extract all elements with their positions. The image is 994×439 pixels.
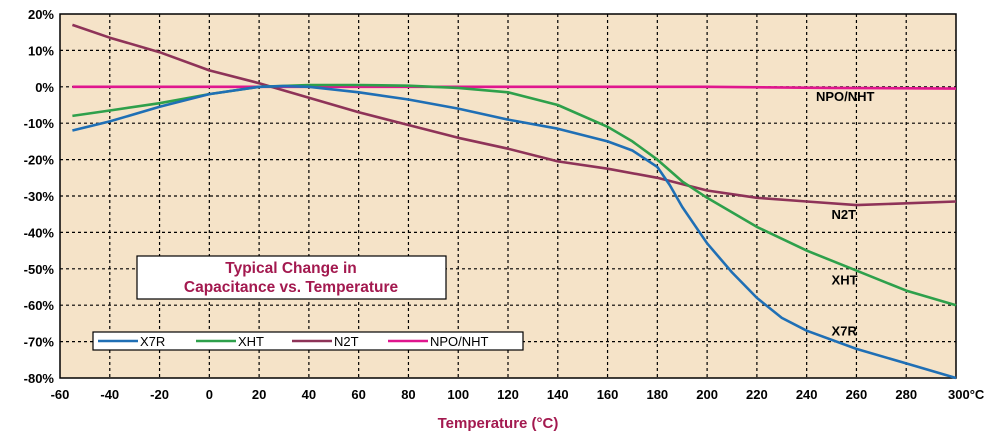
series-lines [71,23,957,380]
y-tick-label: 10% [28,43,54,58]
y-tick-label: -20% [24,153,55,168]
x-tick-label: 220 [746,387,768,402]
title-box [136,255,447,300]
x-tick-label: 240 [796,387,818,402]
y-tick-label: -30% [24,189,55,204]
x-tick-label: 200 [696,387,718,402]
x-tick-label: 120 [497,387,519,402]
legend-label: XHT [238,334,264,349]
x-tick-label: 180 [646,387,668,402]
series-annotation: XHT [832,273,858,288]
x-tick-label: -40 [100,387,119,402]
y-tick-label: 20% [28,7,54,22]
x-tick-label: 0 [206,387,213,402]
series-annotation: X7R [832,324,858,339]
x-tick-label: 40 [302,387,316,402]
x-tick-label: 300°C [948,387,985,402]
x-tick-label: 60 [351,387,365,402]
chart-title-line-2: Capacitance vs. Temperature [184,279,399,296]
x-tick-label: 160 [597,387,619,402]
series-annotation: NPO/NHT [816,89,875,104]
y-tick-label: -50% [24,262,55,277]
series-line-npo-nht [72,85,957,90]
x-tick-label: 140 [547,387,569,402]
series-annotation: N2T [832,207,857,222]
x-tick-label: 20 [252,387,266,402]
y-tick-label: -40% [24,225,55,240]
y-axis-ticks: 20% 10% 0% -10% -20% -30% -40% -50% -60% -70% -80% [24,7,55,386]
series-line-x7r [72,84,957,380]
x-tick-label: -60 [51,387,70,402]
legend: X7R XHT N2T NPO/NHT [92,331,524,351]
legend-label: N2T [334,334,359,349]
plot-border [59,13,957,379]
x-tick-label: 260 [846,387,868,402]
legend-label: X7R [140,334,165,349]
y-tick-label: -10% [24,116,55,131]
legend-label: NPO/NHT [430,334,489,349]
series-annotations: NPO/NHT N2T XHT X7R [816,89,875,339]
x-axis-label: Temperature (°C) [438,415,559,432]
chart-title-box: Typical Change in Capacitance vs. Temper… [136,255,447,300]
y-tick-label: -80% [24,371,55,386]
x-tick-label: 100 [447,387,469,402]
x-axis-ticks: -60 -40 -20 0 20 40 60 80 100 120 140 160 180 200 220 2… [51,387,985,402]
series-line-n2t [71,23,957,207]
y-tick-label: -60% [24,298,55,313]
x-tick-label: 280 [895,387,917,402]
y-tick-label: -70% [24,335,55,350]
y-tick-label: 0% [35,80,54,95]
x-tick-label: 80 [401,387,415,402]
chart-title-line-1: Typical Change in [225,260,357,277]
x-tick-label: -20 [150,387,169,402]
